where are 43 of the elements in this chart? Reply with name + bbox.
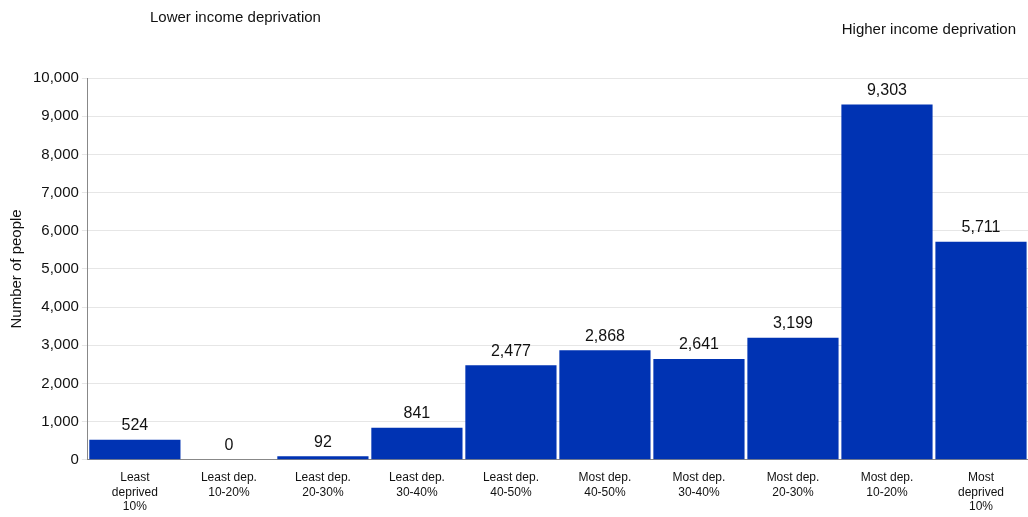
x-tick-label: Least dep. 10-20% bbox=[200, 470, 257, 499]
y-tick-label: 1,000 bbox=[41, 411, 79, 429]
x-tick-label: Least deprived 10% bbox=[111, 470, 158, 514]
y-tick-label: 3,000 bbox=[41, 335, 79, 353]
y-axis-title: Number of people bbox=[7, 209, 25, 329]
data-label: 841 bbox=[403, 404, 431, 422]
data-label: 9,303 bbox=[866, 81, 908, 99]
bar bbox=[935, 241, 1027, 460]
y-tick-label: 8,000 bbox=[41, 144, 79, 162]
x-tick-label: Least dep. 20-30% bbox=[294, 470, 351, 499]
x-tick-label: Most dep. 20-30% bbox=[766, 470, 820, 499]
y-tick-label: 5,000 bbox=[41, 259, 79, 277]
data-label: 524 bbox=[121, 416, 149, 434]
data-label: 2,477 bbox=[490, 341, 532, 359]
bar bbox=[89, 439, 181, 460]
bar bbox=[559, 350, 651, 460]
x-tick-label: Least dep. 40-50% bbox=[482, 470, 539, 499]
bar bbox=[747, 337, 839, 460]
x-tick-label: Most deprived 10% bbox=[957, 470, 1005, 514]
bar bbox=[841, 104, 933, 460]
data-label: 92 bbox=[314, 432, 332, 450]
bar bbox=[653, 358, 745, 460]
x-tick-label: Least dep. 30-40% bbox=[388, 470, 445, 499]
y-tick-label: 4,000 bbox=[41, 297, 79, 315]
bar bbox=[371, 427, 463, 460]
text: Lower income deprivation bbox=[150, 8, 321, 25]
y-tick-label: 10,000 bbox=[32, 68, 79, 86]
x-tick-label: Most dep. 40-50% bbox=[578, 470, 632, 499]
y-tick-label: 2,000 bbox=[41, 373, 79, 391]
text: Higher income deprivation bbox=[841, 20, 1016, 37]
data-label: 2,641 bbox=[678, 335, 720, 353]
x-tick-label: Most dep. 10-20% bbox=[860, 470, 914, 499]
bar bbox=[277, 456, 369, 460]
data-label: 3,199 bbox=[772, 314, 814, 332]
data-label: 5,711 bbox=[961, 218, 1001, 236]
data-label: 0 bbox=[224, 436, 234, 454]
y-tick-label: 7,000 bbox=[41, 182, 79, 200]
y-tick-label: 6,000 bbox=[41, 220, 79, 238]
y-tick-label: 9,000 bbox=[41, 106, 79, 124]
y-tick-label: 0 bbox=[70, 449, 79, 467]
x-tick-label: Most dep. 30-40% bbox=[672, 470, 726, 499]
bar bbox=[465, 365, 557, 460]
data-label: 2,868 bbox=[584, 326, 626, 344]
